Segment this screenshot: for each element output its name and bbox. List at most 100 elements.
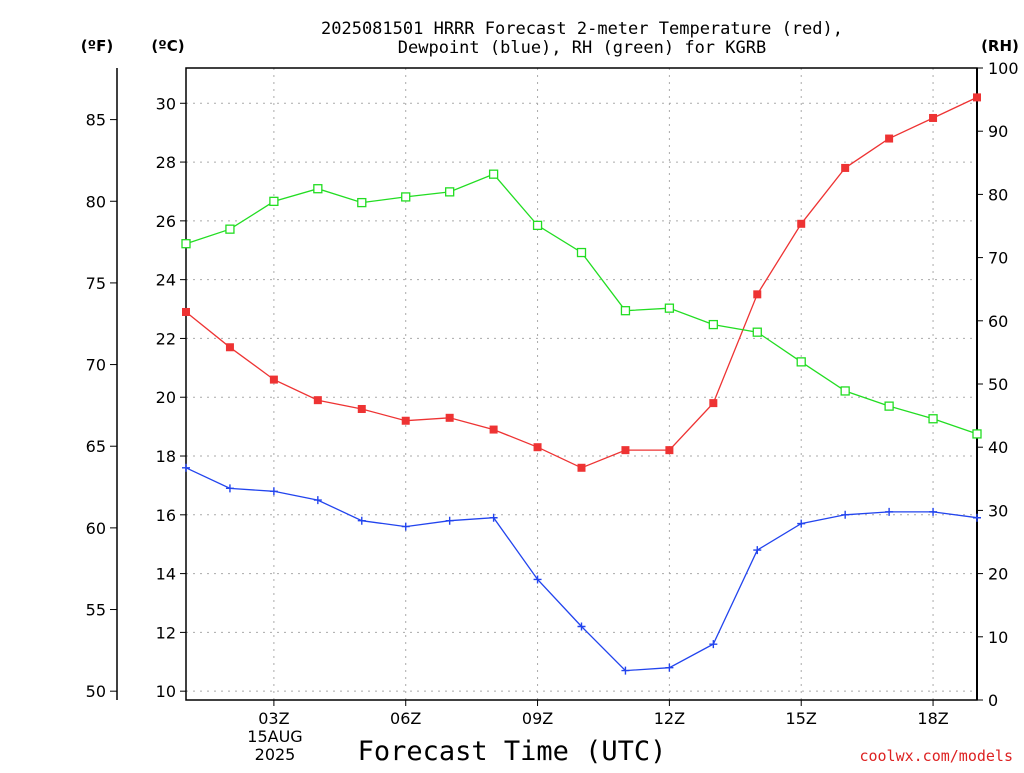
x-tick-label: 12Z [654, 709, 685, 728]
series-line [185, 173, 978, 435]
fahrenheit-tick-label: 65 [86, 437, 106, 456]
grid-layer [186, 68, 977, 700]
data-point [928, 414, 938, 424]
data-point [665, 663, 674, 672]
data-point [357, 404, 366, 413]
celsius-tick-label: 16 [156, 506, 176, 525]
data-point [313, 496, 322, 505]
data-point [929, 113, 938, 122]
x-tick-label: 06Z [390, 709, 421, 728]
x-tick-label: 15Z [786, 709, 817, 728]
celsius-unit-label: (ºC) [151, 37, 184, 55]
rh-tick-label: 50 [988, 375, 1008, 394]
data-point [753, 546, 762, 555]
data-point [753, 290, 762, 299]
data-point [621, 666, 630, 675]
series-1 [182, 463, 981, 675]
data-point [621, 446, 630, 455]
series-line [185, 96, 978, 469]
celsius-tick-label: 10 [156, 682, 176, 701]
data-point [269, 196, 279, 207]
fahrenheit-tick-label: 80 [86, 192, 106, 211]
data-point [225, 484, 234, 493]
fahrenheit-tick-label: 85 [86, 111, 106, 130]
rh-tick-label: 70 [988, 249, 1008, 268]
celsius-tick-label: 26 [156, 212, 176, 231]
rh-tick-label: 80 [988, 185, 1008, 204]
data-point [752, 327, 762, 337]
rh-tick-label: 30 [988, 501, 1008, 520]
x-tick-label: 18Z [917, 709, 948, 728]
fahrenheit-tick-label: 75 [86, 274, 106, 293]
rh-tick-label: 60 [988, 312, 1008, 331]
data-point [841, 163, 850, 172]
rh-tick-label: 0 [988, 691, 998, 710]
data-point [884, 401, 894, 411]
credit-label: coolwx.com/models [859, 747, 1013, 765]
data-point [357, 197, 367, 208]
fahrenheit-tick-label: 50 [86, 682, 106, 701]
data-point [445, 516, 454, 525]
rh-unit-label: (RH) [981, 37, 1019, 55]
rh-tick-label: 20 [988, 565, 1008, 584]
data-point [972, 429, 982, 439]
fahrenheit-tick-label: 55 [86, 601, 106, 620]
celsius-tick-label: 24 [156, 271, 176, 290]
data-point [181, 239, 191, 249]
data-point [533, 443, 542, 452]
data-point [225, 343, 234, 352]
celsius-tick-label: 14 [156, 565, 176, 584]
data-point [182, 463, 190, 472]
data-point [973, 513, 981, 522]
series-line [185, 467, 978, 672]
series-2 [181, 169, 982, 439]
data-point [577, 622, 586, 631]
rh-tick-label: 40 [988, 438, 1008, 457]
chart-title-line-2: Dewpoint (blue), RH (green) for KGRB [398, 38, 766, 58]
data-point [973, 93, 981, 102]
plot-frame [185, 67, 978, 701]
rh-tick-label: 90 [988, 122, 1008, 141]
celsius-tick-label: 30 [156, 94, 176, 113]
data-point [269, 487, 278, 496]
data-point [929, 507, 938, 516]
data-point [313, 396, 322, 405]
fahrenheit-unit-label: (ºF) [81, 37, 113, 55]
x-tick-label: 09Z [522, 709, 553, 728]
celsius-tick-label: 20 [156, 388, 176, 407]
series-layer [181, 93, 982, 675]
data-point [840, 386, 850, 396]
series-0 [182, 93, 981, 472]
data-point [445, 413, 454, 422]
rh-tick-label: 10 [988, 628, 1008, 647]
data-point [577, 463, 586, 472]
data-point [797, 519, 806, 528]
data-point [576, 247, 587, 258]
data-point [709, 640, 718, 649]
chart-title-line-1: 2025081501 HRRR Forecast 2-meter Tempera… [321, 19, 843, 39]
celsius-tick-label: 28 [156, 153, 176, 172]
date-label-day: 15AUG [247, 727, 302, 746]
fahrenheit-tick-label: 60 [86, 519, 106, 538]
data-point [269, 375, 278, 384]
data-point [225, 224, 235, 234]
data-point [445, 187, 455, 197]
data-point [797, 219, 806, 228]
data-point [489, 425, 498, 434]
x-axis-title: Forecast Time (UTC) [358, 736, 667, 767]
rh-tick-label: 100 [988, 59, 1019, 78]
date-label-year: 2025 [255, 745, 296, 764]
data-point [401, 192, 411, 202]
x-tick-label: 03Z [258, 709, 289, 728]
data-point [489, 513, 498, 522]
data-point [313, 184, 323, 194]
celsius-tick-label: 12 [156, 623, 176, 642]
data-point [182, 307, 190, 316]
data-point [533, 575, 542, 584]
fahrenheit-tick-label: 70 [86, 356, 106, 375]
axes-layer: 10 12 14 16 18 20 22 24 26 28 30 50 55 60 65 70 75 80 85 0 1… [86, 59, 1019, 728]
data-point [401, 416, 410, 425]
labels-layer: 2025081501 HRRR Forecast 2-meter Tempera… [81, 19, 1019, 767]
